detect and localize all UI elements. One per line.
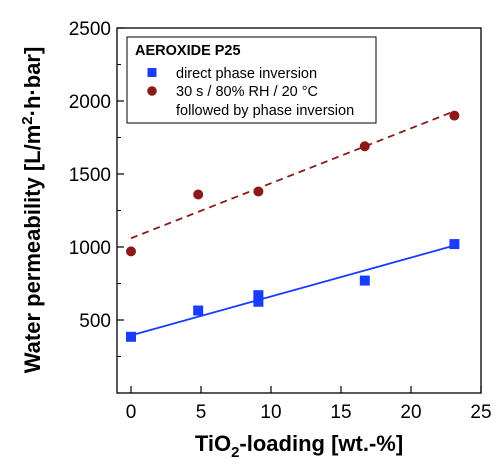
data-points	[126, 110, 460, 342]
x-tick-label: 5	[196, 402, 207, 423]
legend-label-series-1: direct phase inversion	[176, 66, 317, 82]
x-tick-label: 0	[126, 402, 137, 423]
x-axis-ticks: 0 5 10 15 20 25	[126, 386, 492, 423]
y-tick-label: 2500	[69, 19, 111, 40]
legend-box	[126, 36, 377, 124]
fit-lines	[130, 110, 455, 337]
legend-title: AEROXIDE P25	[135, 43, 241, 59]
data-point-series-1	[449, 239, 460, 250]
legend-marker-series-1	[147, 68, 157, 77]
data-point-series-2	[359, 141, 370, 152]
legend: AEROXIDE P25 direct phase inversion 30 s…	[126, 36, 377, 124]
data-point-series-2	[193, 189, 204, 200]
y-tick-label: 1500	[69, 165, 111, 186]
data-point-series-1	[253, 296, 264, 307]
x-tick-label: 10	[260, 402, 281, 423]
x-tick-label: 20	[400, 402, 421, 423]
x-tick-label: 15	[330, 402, 351, 423]
y-tick-label: 2000	[69, 92, 111, 113]
legend-label-series-2: 30 s / 80% RH / 20 °C	[176, 84, 318, 100]
y-tick-label: 500	[79, 311, 111, 332]
fit-line-series-2	[130, 110, 455, 240]
y-tick-label: 1000	[69, 238, 111, 259]
x-tick-label: 25	[470, 402, 491, 423]
x-axis-title: TiO2-loading [wt.-%]	[195, 431, 403, 461]
data-point-series-2	[449, 110, 460, 121]
legend-label-series-2-line2: followed by phase inversion	[176, 103, 354, 119]
data-point-series-2	[126, 246, 136, 257]
fit-line-series-1	[130, 244, 455, 337]
y-axis-ticks: 500 1000 1500 2000 2500	[69, 19, 124, 357]
legend-marker-series-2	[147, 86, 157, 96]
y-axis-title: Water permeability [L/m2·h·bar]	[19, 47, 45, 374]
data-point-series-2	[253, 186, 264, 197]
data-point-series-1	[193, 305, 204, 316]
data-point-series-1	[253, 290, 264, 301]
data-point-series-1	[359, 275, 370, 286]
data-point-series-1	[126, 331, 136, 342]
